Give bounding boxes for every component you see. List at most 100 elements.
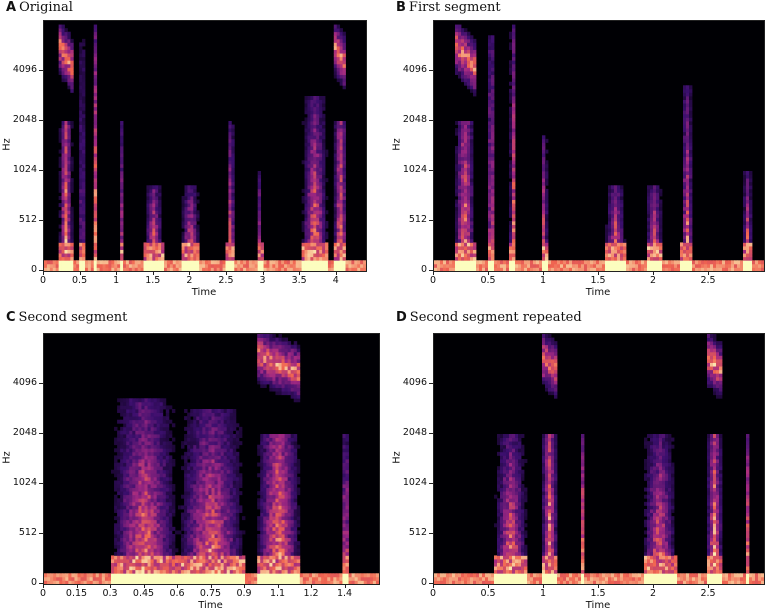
y-tick-label: 2048 xyxy=(12,427,37,438)
x-tick-label: 0.5 xyxy=(480,275,496,286)
y-tick-label: 1024 xyxy=(12,477,37,488)
x-tick-mark xyxy=(76,584,78,588)
x-tick-mark xyxy=(225,271,227,275)
y-tick-label: 512 xyxy=(408,527,427,538)
x-tick-label: 2.5 xyxy=(700,588,716,599)
x-tick-label: 2 xyxy=(649,275,657,286)
y-tick-label: 2048 xyxy=(12,114,37,125)
y-tick-mark xyxy=(429,270,433,271)
x-tick-mark xyxy=(116,271,118,275)
x-tick-mark xyxy=(277,584,279,588)
y-tick-label: 0 xyxy=(420,577,427,588)
x-tick-mark xyxy=(708,271,709,275)
y-axis-label: Hz xyxy=(1,451,13,464)
panel-b-title: B First segment xyxy=(396,0,501,15)
x-tick-mark xyxy=(708,584,709,588)
x-tick-label: 1.5 xyxy=(590,275,606,286)
panel-a-title-text: Original xyxy=(19,0,73,15)
y-tick-label: 512 xyxy=(18,527,37,538)
x-axis-label: Time xyxy=(198,600,223,611)
panel-d-letter: D xyxy=(396,310,407,325)
x-tick-mark xyxy=(143,584,145,588)
x-axis-label: Time xyxy=(585,600,611,611)
x-tick-mark xyxy=(110,584,111,588)
y-tick-label: 0 xyxy=(30,264,37,275)
x-tick-mark xyxy=(79,271,81,275)
x-tick-label: 0.5 xyxy=(72,275,88,286)
x-tick-label: 0.5 xyxy=(480,588,496,599)
x-tick-mark xyxy=(244,584,245,588)
y-tick-label: 4096 xyxy=(12,64,37,75)
y-axis-label: Hz xyxy=(391,451,403,464)
y-axis-label: Hz xyxy=(1,138,13,151)
x-tick-mark xyxy=(177,584,178,588)
y-tick-mark xyxy=(39,70,43,71)
x-tick-mark xyxy=(653,271,654,275)
x-tick-label: 1.1 xyxy=(269,588,286,599)
y-tick-label: 2048 xyxy=(402,114,427,125)
x-tick-label: 1 xyxy=(539,588,547,599)
x-tick-label: 0.3 xyxy=(102,588,118,599)
y-tick-label: 512 xyxy=(408,214,427,225)
y-tick-mark xyxy=(429,583,433,584)
x-tick-mark xyxy=(152,271,154,275)
x-tick-label: 0 xyxy=(39,588,47,599)
spectrogram-canvas xyxy=(44,21,366,271)
y-tick-label: 1024 xyxy=(12,164,37,175)
panel-b-title-text: First segment xyxy=(408,0,501,15)
y-tick-label: 0 xyxy=(30,577,37,588)
y-tick-label: 1024 xyxy=(402,164,427,175)
y-tick-label: 512 xyxy=(18,214,37,225)
y-tick-mark xyxy=(429,170,433,171)
x-tick-mark xyxy=(598,271,599,275)
x-tick-mark xyxy=(488,584,489,588)
y-tick-mark xyxy=(429,483,433,484)
x-tick-mark xyxy=(344,584,346,588)
spectrogram-canvas xyxy=(44,334,379,584)
x-tick-label: 0 xyxy=(429,275,437,286)
y-tick-mark xyxy=(39,483,43,484)
x-tick-mark xyxy=(335,271,337,275)
y-tick-label: 0 xyxy=(420,264,427,275)
x-tick-mark xyxy=(299,271,301,275)
x-axis-label: Time xyxy=(191,287,217,298)
y-tick-mark xyxy=(39,383,43,384)
x-tick-label: 0 xyxy=(429,588,437,599)
panel-c-title-text: Second segment xyxy=(18,310,128,325)
panel-c-title: C Second segment xyxy=(6,310,127,325)
x-tick-mark xyxy=(433,271,434,275)
panel-a-letter: A xyxy=(6,0,17,15)
x-tick-label: 2.5 xyxy=(218,275,234,286)
spectrogram-b xyxy=(433,20,765,272)
y-axis-label: Hz xyxy=(391,138,403,151)
x-tick-label: 0.6 xyxy=(169,588,185,599)
x-tick-label: 1 xyxy=(113,275,120,286)
panel-d-title: D Second segment repeated xyxy=(396,310,582,325)
x-tick-mark xyxy=(598,584,599,588)
x-tick-mark xyxy=(433,584,434,588)
x-tick-mark xyxy=(543,584,544,588)
x-tick-mark xyxy=(543,271,544,275)
y-tick-mark xyxy=(39,583,43,584)
x-tick-label: 0.75 xyxy=(199,588,222,599)
x-tick-label: 1.4 xyxy=(336,588,353,599)
x-tick-mark xyxy=(43,584,44,588)
x-tick-label: 3.5 xyxy=(291,275,307,286)
x-tick-label: 0.9 xyxy=(236,588,252,599)
y-tick-mark xyxy=(429,533,433,534)
x-tick-label: 0.45 xyxy=(132,588,155,599)
y-tick-mark xyxy=(39,120,43,121)
x-tick-label: 1.5 xyxy=(590,588,606,599)
y-tick-mark xyxy=(429,383,433,384)
y-tick-mark xyxy=(429,220,433,221)
panel-a-title: A Original xyxy=(6,0,73,15)
x-tick-mark xyxy=(210,584,212,588)
spectrogram-canvas xyxy=(434,334,764,584)
y-tick-label: 4096 xyxy=(12,377,37,388)
x-tick-label: 1.5 xyxy=(145,275,161,286)
y-tick-mark xyxy=(429,120,433,121)
y-tick-label: 2048 xyxy=(402,427,427,438)
x-tick-label: 3 xyxy=(259,275,266,286)
x-tick-label: 0 xyxy=(39,275,47,286)
y-tick-mark xyxy=(39,220,43,221)
